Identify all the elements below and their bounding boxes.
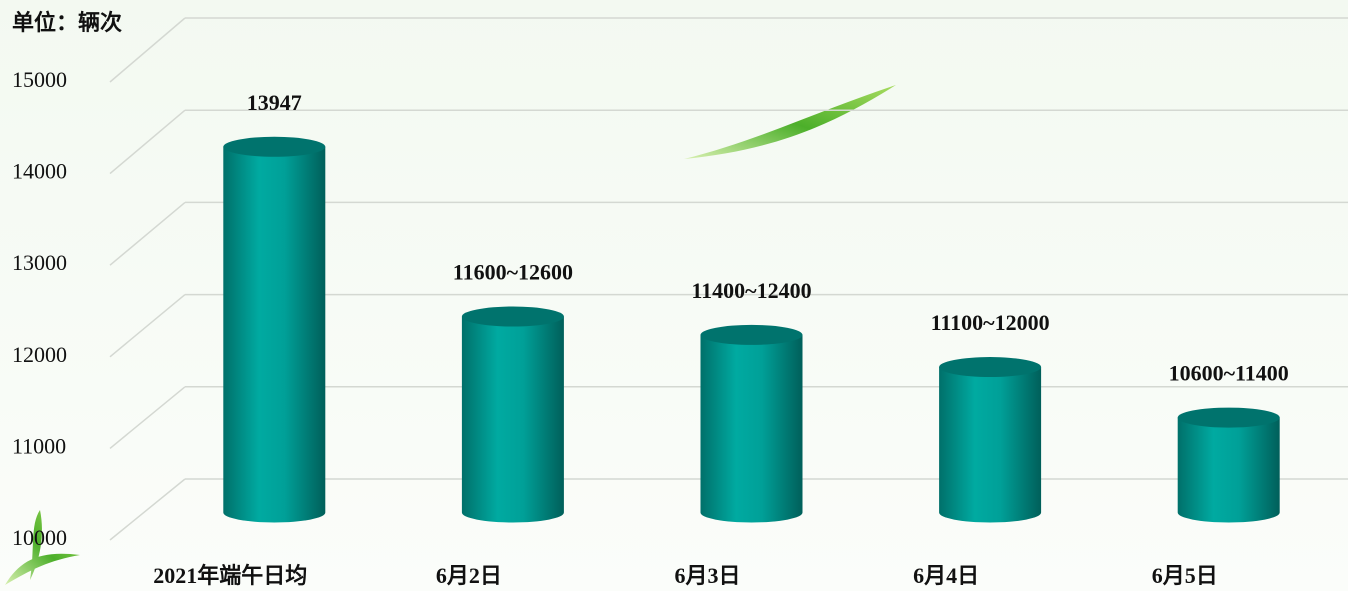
data-label: 11400~12400 [691,278,811,303]
x-tick-label: 2021年端午日均 [153,563,307,588]
page: 单位：辆次 10000 11000 12000 13000 14000 15000 2021… [0,0,1348,591]
y-tick-label: 14000 [12,159,67,184]
data-label: 11600~12600 [453,260,573,285]
y-tick-label: 15000 [12,67,67,92]
x-tick-label: 6月5日 [1152,563,1218,588]
bar-top [223,137,325,157]
bar [939,367,1041,522]
bar-top [1178,408,1280,428]
bar-top [701,325,803,345]
bar-top [939,357,1041,377]
bar [223,147,325,523]
x-tick-label: 6月4日 [913,563,979,588]
y-tick-label: 11000 [12,433,66,458]
y-tick-label: 10000 [12,525,67,550]
data-label: 13947 [247,90,302,115]
x-tick-label: 6月2日 [436,563,502,588]
unit-label: 单位：辆次 [12,10,122,36]
y-tick-label: 13000 [12,250,67,275]
data-label: 11100~12000 [931,310,1050,335]
background [0,0,1348,591]
x-tick-label: 6月3日 [674,563,740,588]
y-tick-label: 12000 [12,342,67,367]
bar [701,335,803,523]
bar-top [462,307,564,327]
bar [1178,418,1280,523]
data-label: 10600~11400 [1169,361,1289,386]
bar [462,317,564,523]
chart: 单位：辆次 10000 11000 12000 13000 14000 15000 2021… [0,0,1348,591]
